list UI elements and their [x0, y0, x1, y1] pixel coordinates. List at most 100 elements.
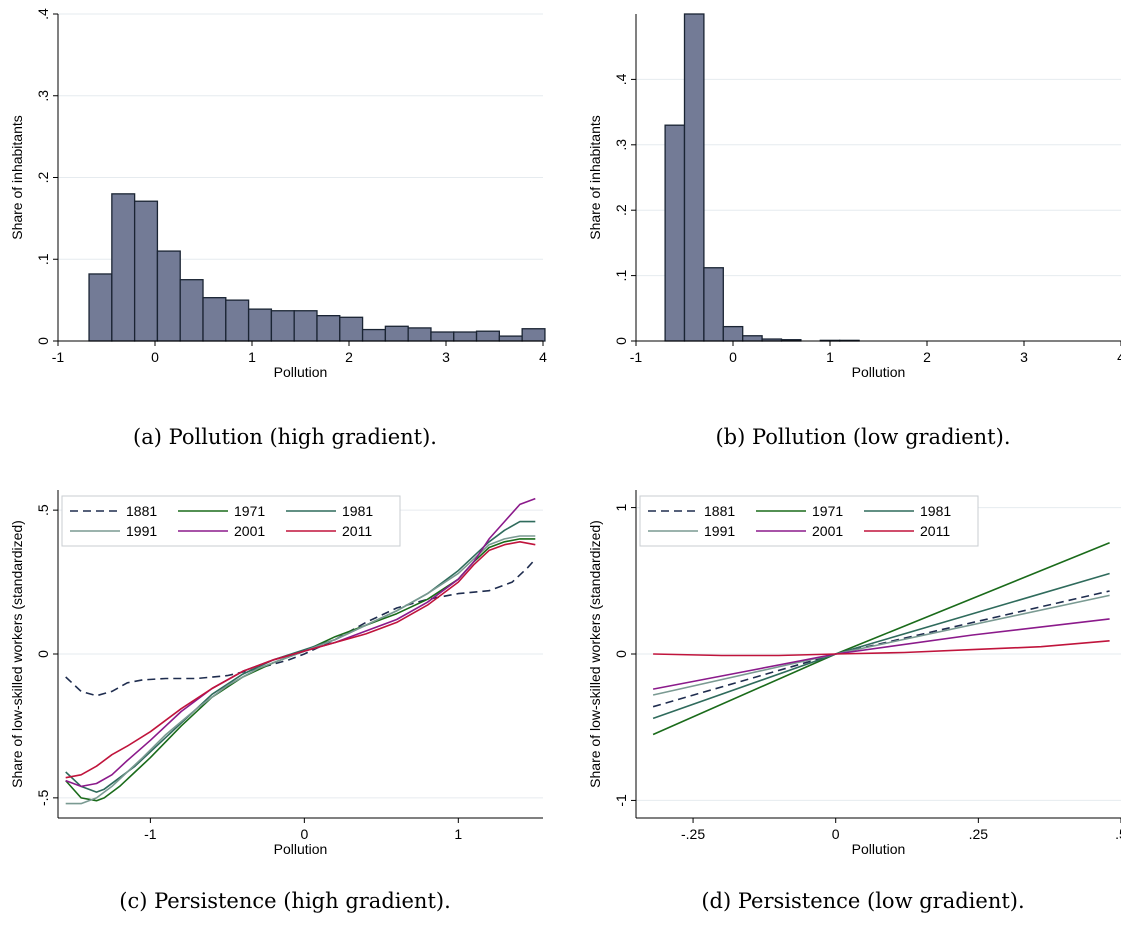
legend-label-1971: 1971 — [234, 503, 265, 519]
legend-label-2011: 2011 — [920, 523, 950, 539]
y-axis-title: Share of inhabitants — [587, 115, 603, 240]
histogram-bar — [521, 328, 546, 342]
series-line-1971 — [652, 541, 1110, 736]
legend-label-1991: 1991 — [126, 523, 157, 539]
caption-d: (d) Persistence (low gradient). — [701, 889, 1024, 913]
y-tick-label: .2 — [35, 171, 51, 183]
series-line-2011 — [65, 540, 536, 779]
y-tick-label: 0 — [35, 337, 51, 345]
x-tick-label: 2 — [923, 349, 931, 365]
x-tick-label: -.25 — [681, 826, 705, 842]
y-tick-label: .5 — [35, 504, 51, 516]
histogram-bar — [664, 124, 686, 342]
y-tick-label: -.5 — [35, 789, 51, 806]
legend-label-1981: 1981 — [342, 503, 373, 519]
x-tick-label: .5 — [1115, 826, 1121, 842]
histogram-bar — [407, 327, 432, 342]
histogram-bar — [293, 310, 318, 342]
x-tick-label: 0 — [729, 349, 737, 365]
x-tick-label: -1 — [630, 349, 643, 365]
x-tick-label: 4 — [1117, 349, 1121, 365]
legend-box — [61, 495, 401, 547]
x-axis-title: Pollution — [274, 841, 328, 857]
x-axis-title: Pollution — [852, 364, 906, 380]
legend-label-2011: 2011 — [342, 523, 372, 539]
histogram-bar — [430, 331, 455, 342]
legend-box — [639, 495, 979, 547]
caption-b: (b) Pollution (low gradient). — [715, 425, 1010, 449]
y-tick-label: 1 — [613, 503, 629, 511]
series-line-2011 — [653, 640, 1110, 657]
y-tick-label: .4 — [35, 8, 51, 20]
y-axis-title: Share of low-skilled workers (standardiz… — [9, 520, 25, 788]
histogram-bar — [742, 335, 763, 342]
x-tick-label: -1 — [52, 349, 65, 365]
y-tick-label: .2 — [613, 204, 629, 216]
x-tick-label: 0 — [151, 349, 159, 365]
histogram-bar — [475, 330, 500, 342]
x-tick-label: 0 — [300, 826, 308, 842]
legend: 1881 1971 1981 1991 2001 2011 — [61, 495, 401, 547]
y-tick-label: 0 — [613, 650, 629, 658]
legend-label-2001: 2001 — [234, 523, 265, 539]
legend: 1881 1971 1981 1991 2001 2011 — [639, 495, 979, 547]
legend-label-1971: 1971 — [812, 503, 843, 519]
histogram-bar — [88, 273, 113, 342]
x-tick-label: 4 — [539, 349, 547, 365]
series-line-1881 — [65, 558, 536, 697]
series-line-1991 — [652, 594, 1110, 696]
histogram-bar — [225, 299, 250, 342]
histogram-bar — [339, 316, 364, 342]
histogram-bar — [453, 331, 478, 342]
y-tick-label: .3 — [613, 139, 629, 151]
x-tick-label: .25 — [969, 826, 989, 842]
histogram-bar — [722, 325, 744, 342]
legend-label-1881: 1881 — [126, 503, 157, 519]
legend-label-2001: 2001 — [812, 523, 843, 539]
histogram-bar — [316, 315, 341, 342]
caption-a: (a) Pollution (high gradient). — [133, 425, 437, 449]
series-line-1991 — [65, 535, 536, 805]
x-tick-label: -1 — [144, 826, 157, 842]
x-tick-label: 0 — [832, 826, 840, 842]
histogram-bar — [683, 13, 705, 342]
legend-label-1991: 1991 — [704, 523, 735, 539]
panel-c-persistence-high-gradient: -1 0 1 -.5 0 .5 Pollution Share of low-skilled … — [9, 490, 543, 857]
histogram-bar — [156, 250, 181, 342]
series-line-1971 — [65, 538, 536, 802]
histogram-bar — [133, 200, 159, 342]
histogram-bar — [703, 267, 724, 342]
caption-c: (c) Persistence (high gradient). — [119, 889, 451, 913]
histogram-bar — [202, 297, 227, 342]
histogram-bar — [270, 310, 295, 342]
y-tick-label: 0 — [35, 650, 51, 658]
x-tick-label: 1 — [248, 349, 256, 365]
series-line-1981 — [65, 520, 536, 793]
y-tick-label: .1 — [35, 253, 51, 265]
series-line-1881 — [652, 590, 1110, 708]
x-tick-label: 3 — [442, 349, 450, 365]
y-tick-label: 0 — [613, 337, 629, 345]
y-tick-label: -1 — [613, 794, 629, 807]
histogram-bar — [247, 308, 273, 342]
x-axis-title: Pollution — [852, 841, 906, 857]
x-tick-label: 2 — [345, 349, 353, 365]
histogram-bar — [111, 193, 136, 342]
y-tick-label: .4 — [613, 73, 629, 85]
x-tick-label: 1 — [826, 349, 834, 365]
y-axis-title: Share of low-skilled workers (standardiz… — [587, 520, 603, 788]
panel-d-persistence-low-gradient: -.25 0 .25 .5 -1 0 1 Pollution Share of low-skil… — [587, 490, 1121, 857]
histogram-bar — [384, 325, 409, 342]
y-tick-label: .3 — [35, 90, 51, 102]
legend-label-1981: 1981 — [920, 503, 951, 519]
y-axis-title: Share of inhabitants — [9, 115, 25, 240]
x-tick-label: 3 — [1020, 349, 1028, 365]
histogram-bar — [361, 328, 387, 342]
histogram-bar — [498, 335, 523, 342]
histogram-bar — [179, 279, 204, 342]
y-tick-label: .1 — [613, 270, 629, 282]
x-tick-label: 1 — [454, 826, 462, 842]
x-axis-title: Pollution — [274, 364, 328, 380]
